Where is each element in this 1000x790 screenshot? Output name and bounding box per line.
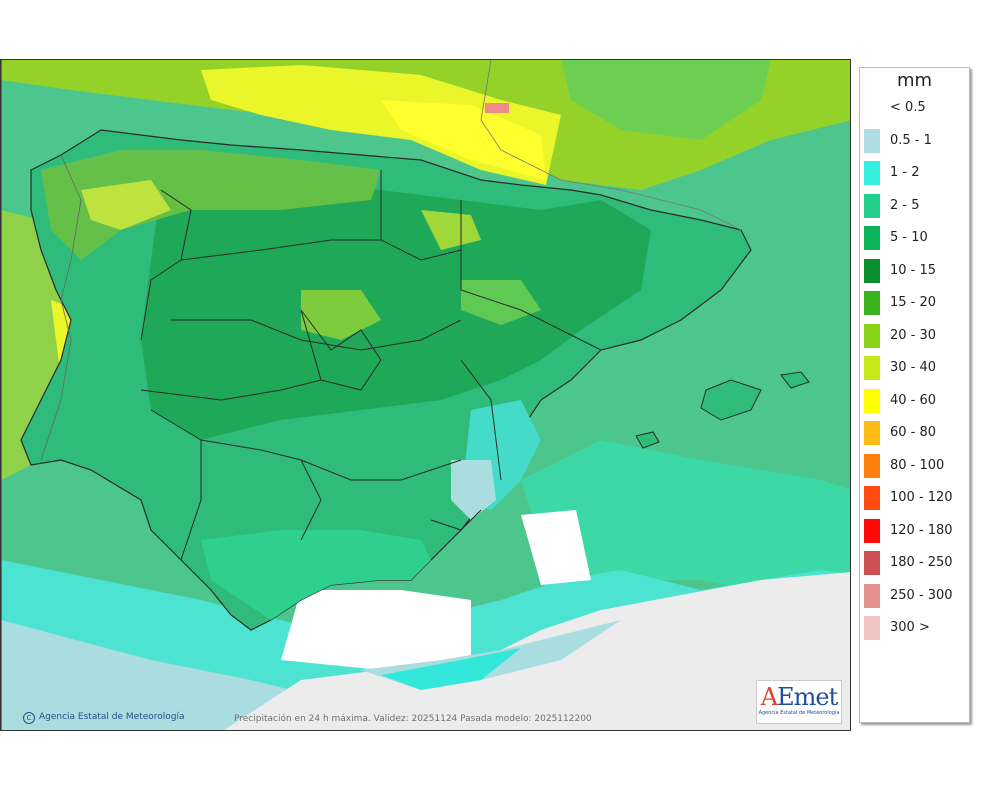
legend-swatch: [864, 128, 880, 153]
legend-unit: mm: [896, 70, 933, 91]
menorca: [780, 371, 810, 389]
legend-label: 2 - 5: [890, 197, 920, 213]
legend-swatch: [864, 583, 880, 608]
africa-coast-cyan: [381, 648, 521, 690]
precipitation-legend: mm < 0.5 0.5 - 1 1 - 2 2 - 5 5 - 10 10 - 15 15…: [859, 67, 970, 723]
legend-label: 5 - 10: [890, 230, 928, 245]
gibraltar-dry-area: [281, 590, 471, 680]
copyright-icon: C: [23, 712, 35, 724]
legend-swatch: [864, 96, 880, 120]
legend-swatch: [864, 486, 880, 510]
map-canvas: [1, 60, 850, 730]
legend-swatch: [864, 453, 880, 478]
legend-swatch: [864, 616, 880, 640]
legend-label: 1 - 2: [890, 165, 920, 180]
north-coast-green: [41, 150, 381, 260]
aemet-logo-subtitle: Agencia Estatal de Meteorología: [758, 710, 840, 716]
legend-swatch: [864, 258, 880, 283]
legend-label: 250 - 300: [890, 587, 953, 603]
portugal-border: [40, 154, 82, 461]
aragon-green: [461, 280, 541, 325]
murcia-pale: [451, 460, 496, 520]
legend-label: 300 >: [890, 620, 930, 635]
legend-label: 80 - 100: [890, 457, 945, 473]
ebro-yellow: [421, 210, 481, 250]
legend-label: 30 - 40: [890, 360, 937, 375]
bay-yellow-core: [381, 100, 546, 180]
legend-swatch: [864, 193, 880, 218]
legend-swatch: [864, 291, 880, 315]
legend-swatch: [864, 388, 880, 413]
legend-label: 40 - 60: [890, 392, 937, 408]
legend-label: 60 - 80: [890, 425, 937, 440]
mallorca: [700, 379, 762, 421]
legend-label: 100 - 120: [890, 490, 953, 505]
legend-label: 15 - 20: [890, 295, 937, 310]
france-border: [480, 60, 742, 231]
legend-swatch: [864, 356, 880, 380]
bay-red-spot: [485, 103, 509, 113]
legend-swatch: [864, 551, 880, 575]
legend-label: 20 - 30: [890, 327, 937, 343]
galicia-yellow: [81, 180, 171, 230]
legend-label: 0.5 - 1: [890, 132, 932, 148]
copyright-notice: C Agencia Estatal de Meteorología: [23, 712, 185, 724]
legend-label: 120 - 180: [890, 522, 953, 538]
legend-label: < 0.5: [890, 100, 926, 115]
legend-label: 10 - 15: [890, 262, 937, 278]
precipitation-map: C Agencia Estatal de Meteorología Precipi…: [0, 59, 851, 731]
legend-swatch: [864, 161, 880, 185]
copyright-text: Agencia Estatal de Meteorología: [39, 712, 185, 722]
aemet-logo-mark: AEmet: [760, 683, 838, 711]
legend-swatch: [864, 421, 880, 445]
legend-label: 180 - 250: [890, 555, 953, 570]
region-boundaries: [140, 170, 602, 561]
andalucia-green: [201, 530, 431, 620]
mediterranean-teal: [521, 440, 850, 610]
legend-swatch: [864, 518, 880, 543]
legend-swatch: [864, 323, 880, 348]
alboran-dry-area: [521, 510, 591, 585]
bay-green-east: [561, 60, 771, 140]
interior-dark-green: [141, 180, 651, 440]
aemet-logo: AEmet Agencia Estatal de Meteorología: [756, 680, 842, 724]
ibiza: [635, 431, 660, 449]
legend-swatch: [864, 226, 880, 250]
central-lightgreen: [301, 290, 381, 340]
map-caption: Precipitación en 24 h máxima. Validez: 2…: [234, 714, 592, 724]
